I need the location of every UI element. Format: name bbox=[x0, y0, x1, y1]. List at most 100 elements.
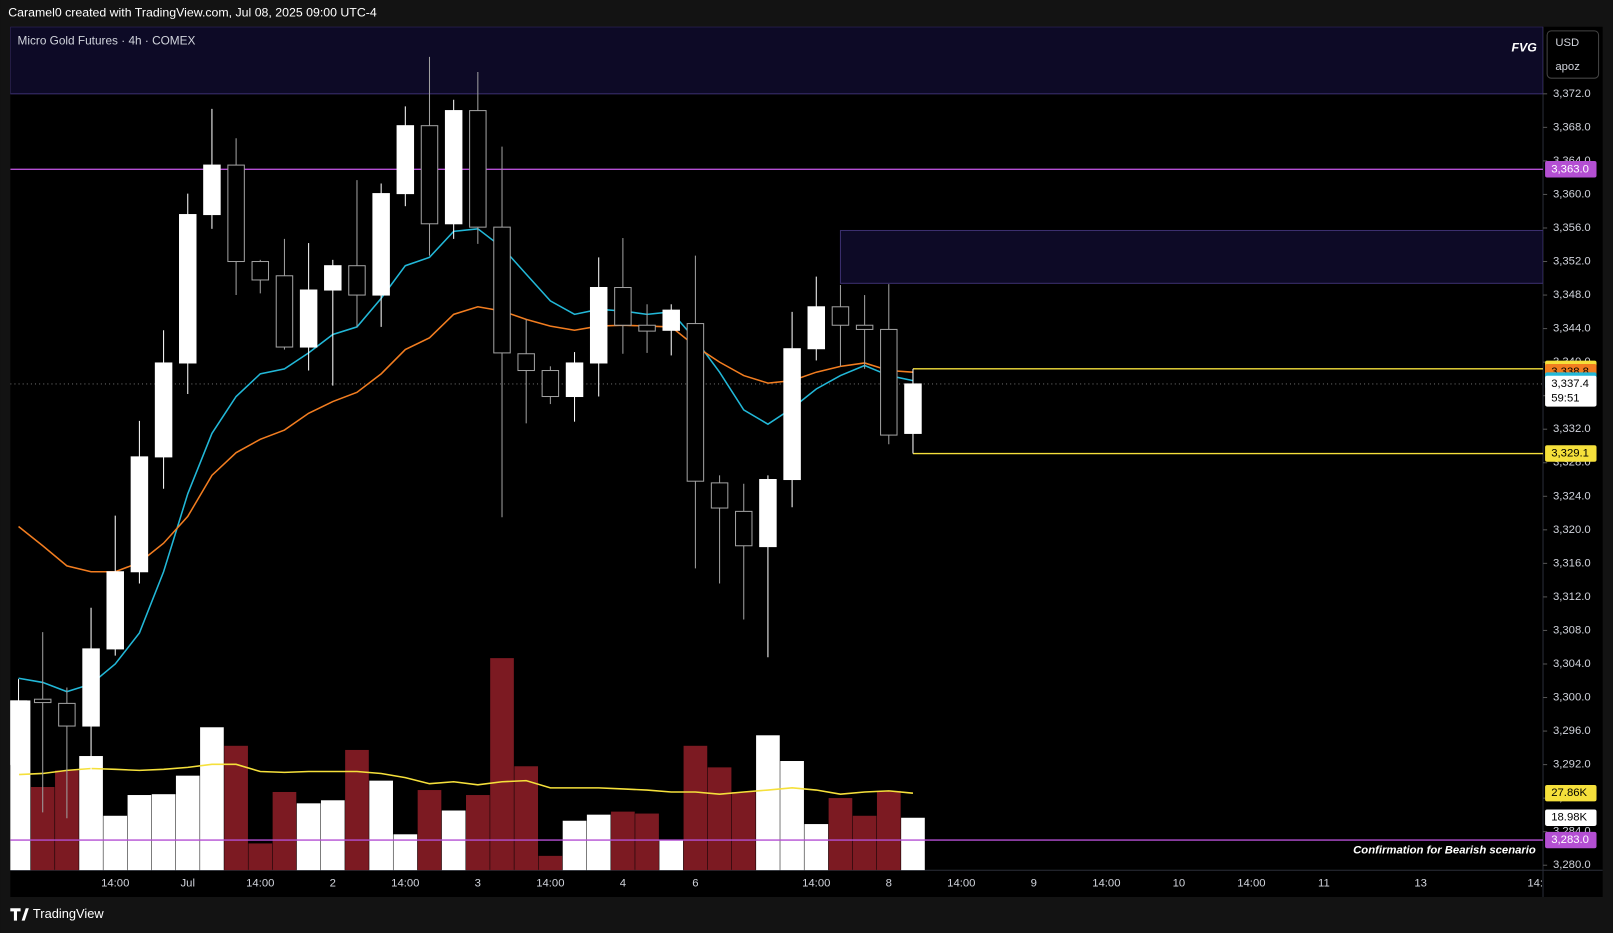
x-tick-label: 14:00 bbox=[947, 878, 975, 890]
volume-badge bbox=[1545, 809, 1597, 826]
x-tick-label: Jul bbox=[181, 878, 195, 890]
x-tick-label: 14:00 bbox=[101, 878, 129, 890]
candle-body bbox=[759, 479, 777, 548]
volume-bar bbox=[756, 735, 780, 871]
volume-bar bbox=[175, 775, 200, 871]
candle-body bbox=[203, 164, 221, 216]
volume-badge-label: 18.98K bbox=[1551, 812, 1587, 824]
level-badge bbox=[1545, 445, 1597, 462]
candle-body bbox=[82, 648, 100, 727]
candle-body bbox=[324, 265, 342, 291]
volume-bar bbox=[224, 745, 248, 871]
volume-bar bbox=[659, 840, 684, 871]
candle-body bbox=[348, 265, 366, 296]
last-price-badge bbox=[1545, 375, 1597, 407]
candle-body bbox=[614, 286, 632, 326]
volume-bar bbox=[586, 814, 611, 871]
x-tick-label: 6 bbox=[692, 878, 698, 890]
x-tick-label: 10 bbox=[1173, 878, 1186, 890]
ema-line bbox=[18, 228, 914, 693]
volume-ma bbox=[18, 763, 914, 795]
y-tick-label: 3,300.0 bbox=[1553, 692, 1591, 704]
candle-body bbox=[10, 700, 28, 766]
volume-bar bbox=[248, 843, 273, 871]
volume-bar bbox=[79, 756, 103, 871]
candle-body bbox=[179, 214, 197, 364]
last-price-label: 3,337.4 bbox=[1551, 378, 1589, 390]
candle-body bbox=[807, 306, 826, 350]
y-tick-label: 3,360.0 bbox=[1553, 188, 1591, 200]
zone-label: FVG bbox=[1512, 41, 1538, 55]
level-badge-label: 3,363.0 bbox=[1551, 163, 1589, 175]
volume-bar bbox=[611, 811, 635, 871]
volume-bar bbox=[151, 794, 176, 871]
volume-bar bbox=[417, 790, 442, 871]
candle-body bbox=[541, 370, 560, 398]
fvg-zone bbox=[10, 26, 1544, 95]
candle-body bbox=[783, 348, 801, 481]
y-tick-label: 3,352.0 bbox=[1553, 256, 1591, 268]
volume-bar bbox=[320, 800, 345, 871]
candle-body bbox=[444, 110, 463, 225]
x-tick-label: 13 bbox=[1414, 878, 1427, 890]
volume-bar bbox=[538, 855, 563, 871]
y-tick-label: 3,312.0 bbox=[1553, 591, 1591, 603]
x-tick-label: 4 bbox=[620, 878, 626, 890]
x-tick-label: 14:00 bbox=[246, 878, 274, 890]
ema-line bbox=[18, 306, 914, 573]
candle-body bbox=[275, 275, 294, 348]
x-tick-label: 14:00 bbox=[802, 878, 830, 890]
candle-body bbox=[372, 193, 390, 296]
x-tick-label: 8 bbox=[886, 878, 892, 890]
plot bbox=[10, 26, 1544, 871]
volume-badge bbox=[1545, 784, 1597, 802]
candle-body bbox=[710, 482, 729, 509]
volume-bar bbox=[683, 745, 708, 871]
y-tick-label: 3,324.0 bbox=[1553, 490, 1591, 502]
volume-badge-label: 27.86K bbox=[1551, 787, 1587, 799]
candle-body bbox=[251, 261, 270, 281]
volume-bar bbox=[30, 787, 55, 871]
volume-bar bbox=[369, 780, 393, 871]
candle-body bbox=[227, 164, 245, 263]
plot-area bbox=[10, 26, 1544, 871]
y-axis: 3,280.03,284.03,288.03,292.03,296.03,300… bbox=[1543, 88, 1597, 871]
candle-body bbox=[130, 456, 149, 573]
candle-body bbox=[517, 353, 535, 372]
countdown: 59:51 bbox=[1551, 392, 1579, 404]
candle-body bbox=[396, 125, 415, 195]
y-tick-label: 3,316.0 bbox=[1553, 557, 1591, 569]
y-tick-label: 3,332.0 bbox=[1553, 423, 1591, 435]
level-badge-label: 3,283.0 bbox=[1551, 834, 1589, 846]
logo bbox=[10, 908, 29, 921]
y-tick-label: 3,320.0 bbox=[1553, 524, 1591, 536]
volume-bar bbox=[828, 798, 853, 871]
volume-bar bbox=[876, 790, 901, 871]
volume-bar bbox=[852, 815, 877, 871]
volume-bar bbox=[127, 795, 152, 871]
y-tick-label: 3,280.0 bbox=[1553, 859, 1591, 871]
candle-body bbox=[565, 362, 584, 398]
currency-button[interactable] bbox=[1546, 30, 1600, 79]
volume-bar bbox=[345, 749, 369, 871]
candle-body bbox=[469, 110, 487, 228]
candle-body bbox=[589, 286, 608, 364]
candle-body bbox=[831, 306, 850, 326]
scale-mode[interactable]: apoz bbox=[1555, 61, 1580, 73]
volume-bar bbox=[731, 791, 756, 871]
candle-body bbox=[904, 383, 922, 434]
candle-body bbox=[33, 698, 52, 704]
candle-body bbox=[493, 226, 511, 354]
volume-bar bbox=[804, 824, 829, 871]
y-tick-label: 3,344.0 bbox=[1553, 323, 1591, 335]
currency[interactable]: USD bbox=[1555, 37, 1579, 49]
x-tick-label: 14:00 bbox=[1237, 878, 1265, 890]
volume-bar bbox=[55, 770, 79, 871]
symbol-title: Micro Gold Futures · 4h · COMEX bbox=[18, 33, 196, 47]
footer-brand: TradingView bbox=[33, 906, 104, 921]
volume-bar bbox=[272, 791, 297, 871]
candle-body bbox=[880, 328, 898, 436]
x-tick-label: 3 bbox=[475, 878, 481, 890]
